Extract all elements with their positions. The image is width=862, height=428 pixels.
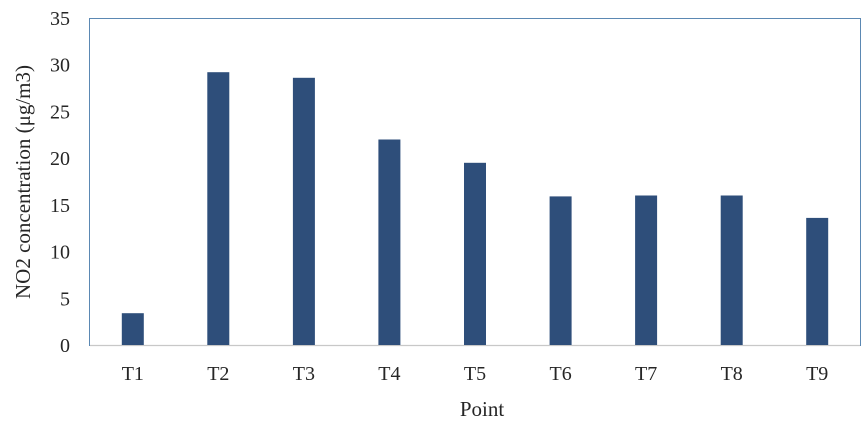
x-tick-label-t7: T7 bbox=[635, 363, 657, 385]
bar-t9 bbox=[806, 217, 829, 345]
bar-t5 bbox=[464, 162, 486, 345]
bar-t2 bbox=[207, 72, 230, 345]
y-tick-label-10: 10 bbox=[50, 242, 70, 264]
x-axis-title: Point bbox=[460, 397, 505, 421]
y-tick-label-5: 5 bbox=[60, 288, 70, 310]
bar-t4 bbox=[378, 139, 401, 345]
bar-t3 bbox=[292, 77, 315, 346]
x-tick-label-t3: T3 bbox=[293, 363, 315, 385]
bar-t8 bbox=[720, 195, 743, 345]
y-tick-label-25: 25 bbox=[50, 101, 70, 123]
x-tick-label-t1: T1 bbox=[122, 363, 144, 385]
x-tick-label-t4: T4 bbox=[378, 363, 400, 385]
y-tick-label-0: 0 bbox=[60, 335, 70, 357]
y-axis-title: NO2 concentration (μg/m3) bbox=[11, 65, 35, 299]
x-tick-labels: T1 T2 T3 T4 T5 T6 T7 T8 T9 bbox=[122, 363, 829, 385]
x-tick-label-t8: T8 bbox=[721, 363, 743, 385]
bar-t1 bbox=[121, 313, 144, 345]
y-tick-label-30: 30 bbox=[50, 55, 70, 77]
bar-t7 bbox=[635, 195, 658, 345]
bars-group bbox=[121, 72, 829, 346]
y-tick-labels: 0 5 10 15 20 25 30 35 bbox=[50, 8, 70, 357]
bar-t6 bbox=[549, 196, 572, 345]
x-tick-label-t6: T6 bbox=[549, 363, 571, 385]
y-tick-label-35: 35 bbox=[50, 8, 70, 30]
x-tick-label-t2: T2 bbox=[207, 363, 229, 385]
y-tick-label-20: 20 bbox=[50, 148, 70, 170]
x-tick-label-t9: T9 bbox=[806, 363, 828, 385]
x-tick-label-t5: T5 bbox=[464, 363, 486, 385]
y-tick-label-15: 15 bbox=[50, 195, 70, 217]
